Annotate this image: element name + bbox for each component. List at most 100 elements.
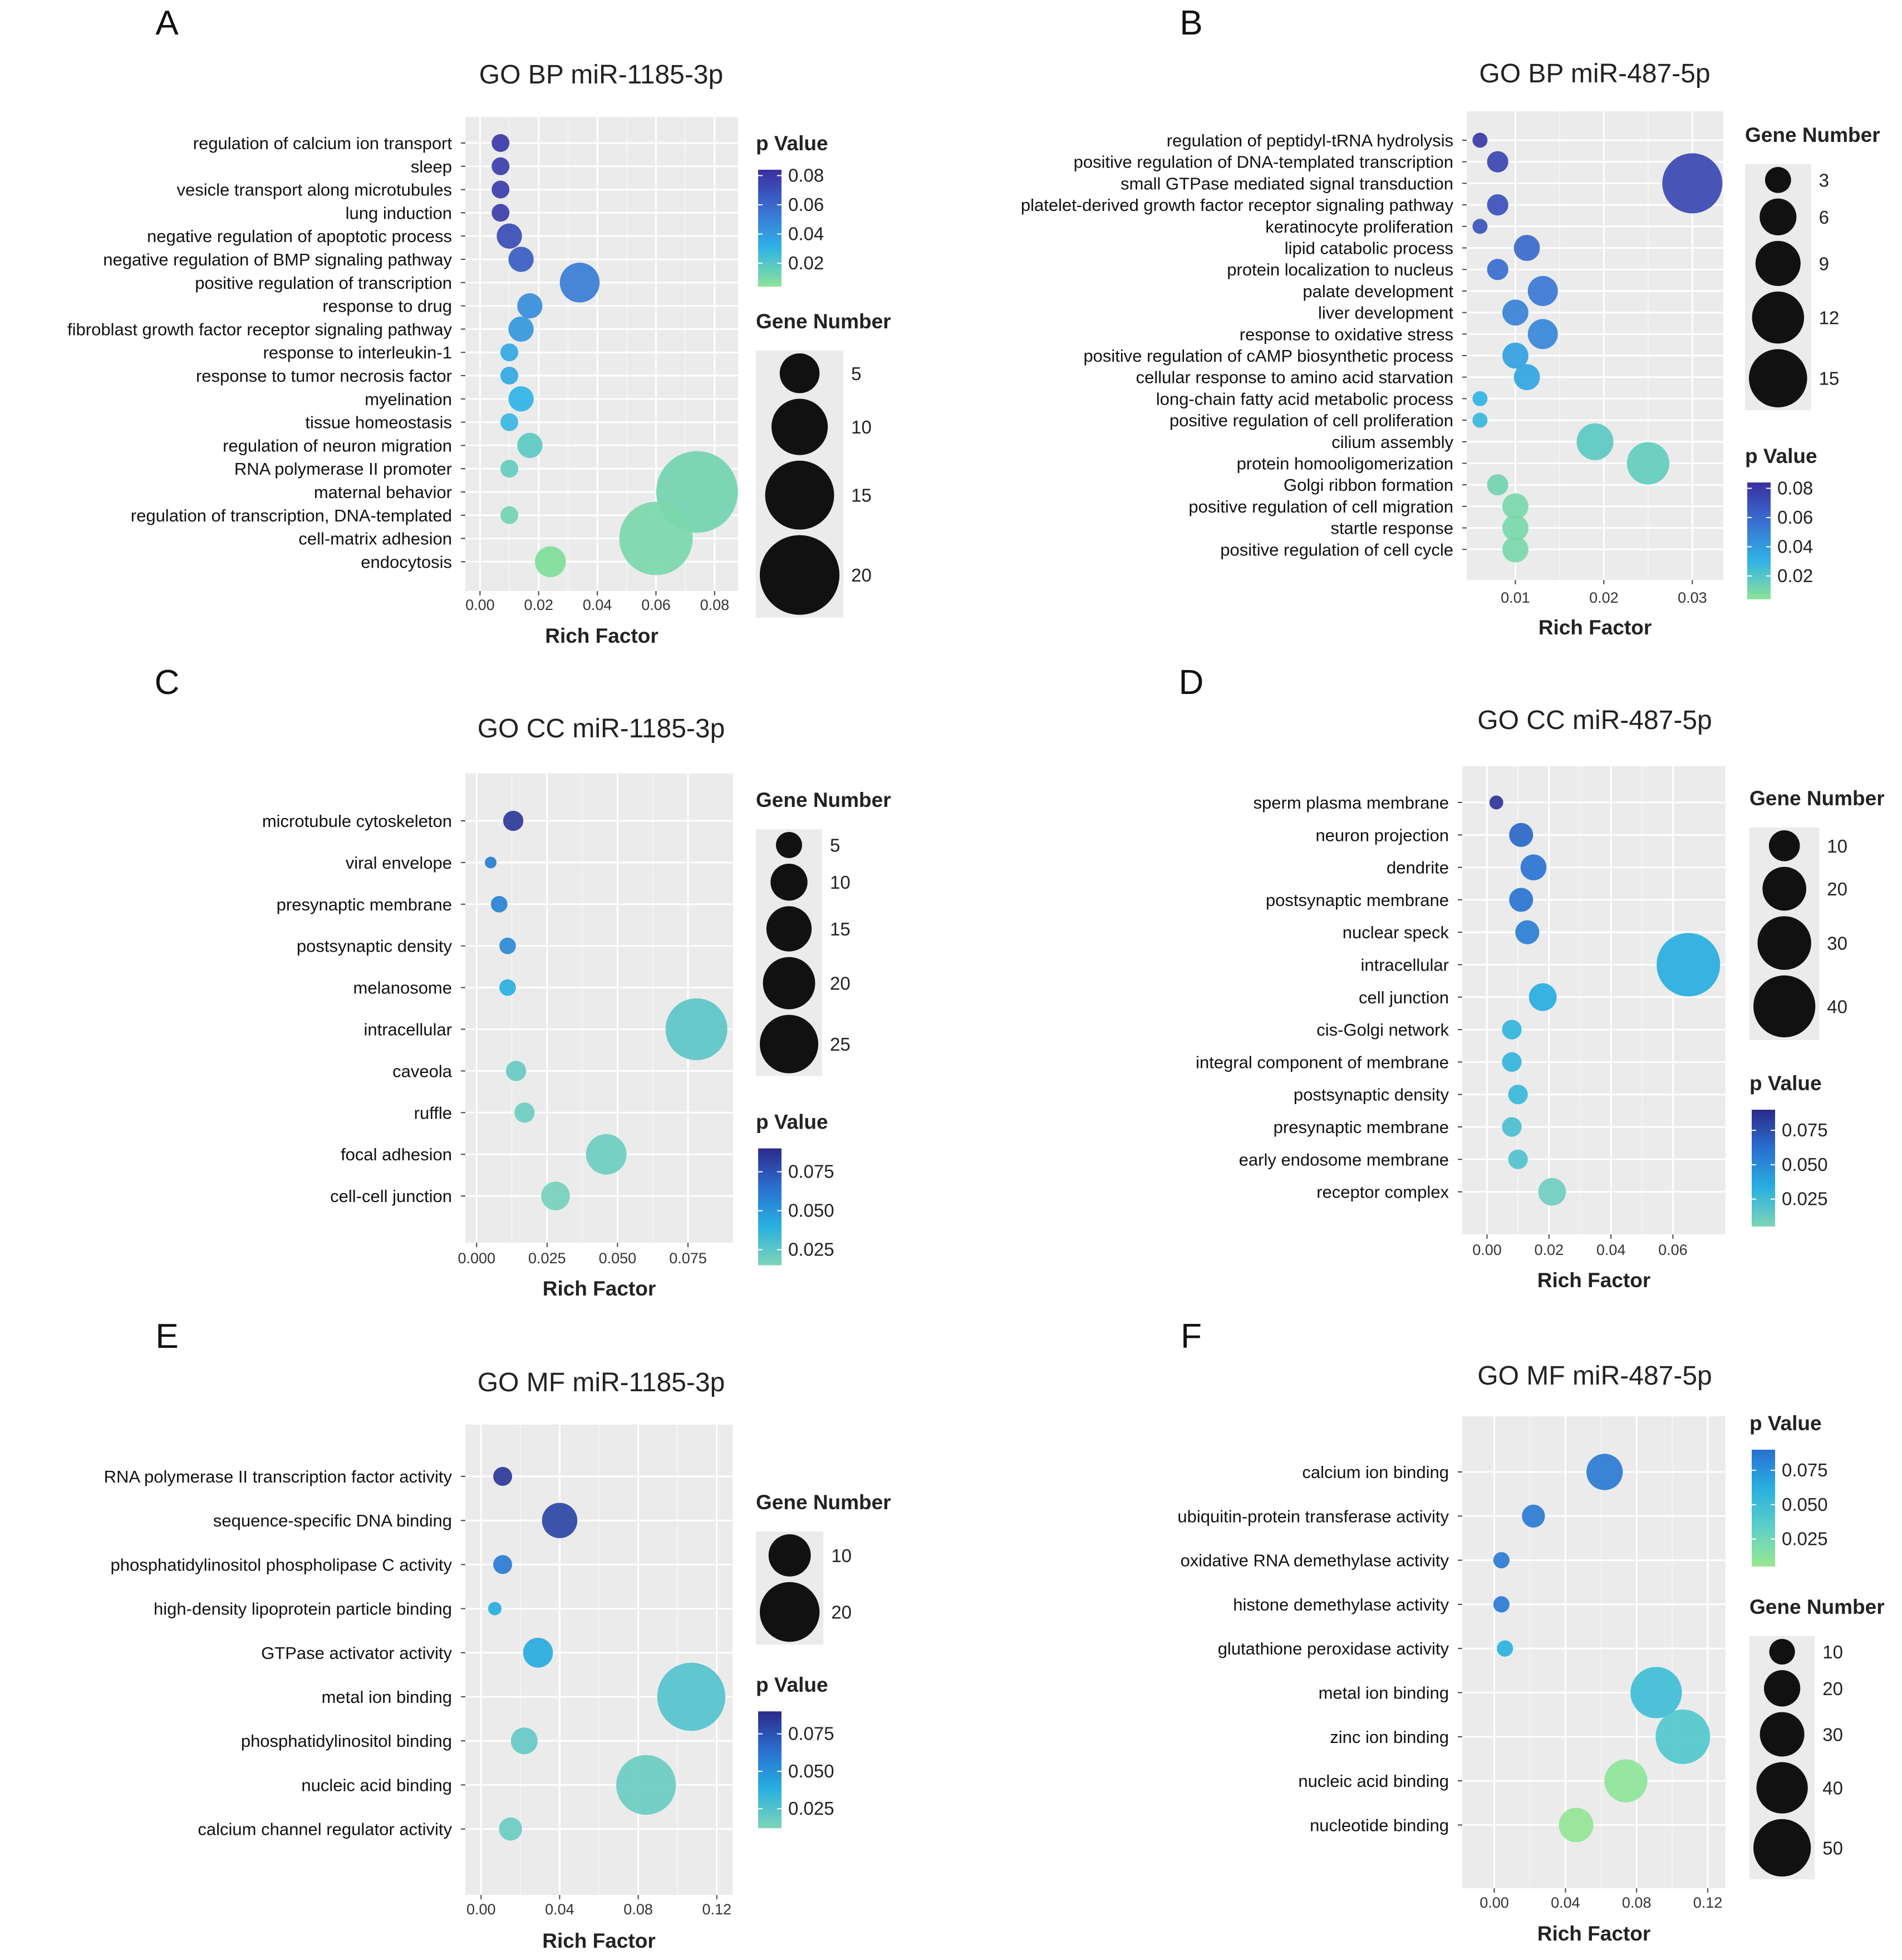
y-category-label: positive regulation of transcription xyxy=(195,273,452,293)
x-axis-label: Rich Factor xyxy=(1537,1269,1651,1292)
y-category-label: tissue homeostasis xyxy=(305,413,452,432)
y-category-label: small GTPase mediated signal transductio… xyxy=(1120,174,1453,193)
data-point xyxy=(517,432,543,459)
x-tick-label: 0.02 xyxy=(1535,1242,1564,1258)
x-tick-label: 0.00 xyxy=(465,597,495,613)
data-point xyxy=(1662,153,1723,214)
y-category-label: early endosome membrane xyxy=(1239,1150,1449,1169)
y-category-label: negative regulation of apoptotic process xyxy=(147,226,452,246)
pvalue-legend-label: 0.050 xyxy=(1782,1494,1828,1515)
chart-title: GO CC miR-487-5p xyxy=(1477,706,1712,735)
pvalue-legend-label: 0.06 xyxy=(788,194,824,215)
gene-number-legend-label: 30 xyxy=(1822,1724,1843,1745)
y-category-label: melanosome xyxy=(353,978,452,998)
data-point xyxy=(1513,235,1540,261)
x-axis-label: Rich Factor xyxy=(1539,616,1652,639)
data-point xyxy=(492,157,510,175)
data-point xyxy=(508,316,534,342)
panel-a: A GO BP miR-1185-3p 0.00 0.02 0.04 0.06 0.08 re… xyxy=(0,0,946,651)
gene-number-legend-title: Gene Number xyxy=(1749,1595,1885,1618)
data-point xyxy=(1538,1178,1566,1206)
y-category-label: metal ion binding xyxy=(322,1687,452,1707)
data-point xyxy=(1502,1052,1522,1072)
gene-number-legend-dot xyxy=(771,398,828,455)
data-point xyxy=(1502,515,1529,541)
gene-number-legend-dot xyxy=(1756,1762,1808,1814)
pvalue-legend-label: 0.075 xyxy=(1782,1460,1828,1480)
y-category-label: cellular response to amino acid starvati… xyxy=(1136,368,1453,387)
gene-number-legend-dot xyxy=(1763,1670,1801,1707)
pvalue-colorbar xyxy=(758,1711,782,1829)
y-category-label: startle response xyxy=(1330,519,1453,538)
y-category-label: postsynaptic membrane xyxy=(1266,890,1449,910)
y-category-label: high-density lipoprotein particle bindin… xyxy=(154,1599,452,1619)
x-tick-label: 0.08 xyxy=(623,1901,653,1918)
data-point xyxy=(499,937,516,954)
x-tick-label: 0.025 xyxy=(528,1250,566,1267)
y-category-label: regulation of transcription, DNA-templat… xyxy=(131,506,452,525)
data-point xyxy=(503,810,524,831)
gene-number-legend-dot xyxy=(779,353,820,393)
y-category-label: microtubule cytoskeleton xyxy=(262,811,452,831)
pvalue-legend-label: 0.08 xyxy=(1777,478,1813,499)
data-point xyxy=(1657,933,1721,997)
data-point xyxy=(1493,1596,1510,1613)
y-category-label: cell junction xyxy=(1359,988,1449,1007)
panel-letter: E xyxy=(155,1317,178,1356)
y-category-label: nuclear speck xyxy=(1343,923,1449,942)
x-tick-label: 0.04 xyxy=(545,1901,574,1918)
gene-number-legend-label: 50 xyxy=(1822,1838,1843,1858)
pvalue-legend-label: 0.02 xyxy=(1777,565,1813,586)
y-category-label: nucleic acid binding xyxy=(301,1775,452,1795)
data-point xyxy=(1529,983,1557,1011)
pvalue-colorbar xyxy=(758,170,782,287)
x-tick-label: 0.06 xyxy=(641,597,671,613)
x-tick-label: 0.08 xyxy=(1622,1894,1652,1911)
x-tick-label: 0.04 xyxy=(1551,1894,1580,1911)
gene-number-legend-label: 20 xyxy=(851,565,872,585)
gene-number-legend-label: 40 xyxy=(1822,1778,1843,1799)
y-category-label: receptor complex xyxy=(1316,1183,1449,1202)
panel-letter: F xyxy=(1181,1317,1202,1356)
gene-number-legend-dot xyxy=(776,832,802,858)
y-category-label: intracellular xyxy=(363,1020,452,1040)
x-tick-label: 0.00 xyxy=(466,1901,496,1918)
pvalue-legend-label: 0.075 xyxy=(1782,1120,1828,1140)
x-tick-label: 0.04 xyxy=(1596,1242,1626,1258)
panel-f: F GO MF miR-487-5p 0.00 0.04 0.08 0.12 calcium… xyxy=(952,1313,1898,1960)
x-tick-label: 0.03 xyxy=(1678,589,1707,606)
y-category-label: lung induction xyxy=(346,203,452,223)
data-point xyxy=(500,343,519,362)
data-point xyxy=(1513,364,1540,391)
data-point xyxy=(517,293,543,319)
x-tick-label: 0.06 xyxy=(1658,1242,1688,1258)
gene-number-legend-label: 10 xyxy=(1822,1642,1843,1662)
data-point xyxy=(1515,920,1540,944)
y-category-label: keratinocyte proliferation xyxy=(1265,217,1453,237)
gene-number-legend-label: 10 xyxy=(831,1545,852,1566)
data-point xyxy=(1509,823,1534,847)
pvalue-legend-title: p Value xyxy=(756,1673,828,1696)
gene-number-legend-label: 20 xyxy=(1822,1678,1843,1699)
y-category-label: presynaptic membrane xyxy=(1274,1117,1449,1137)
x-axis-label: Rich Factor xyxy=(1537,1922,1651,1945)
y-category-label: histone demethylase activity xyxy=(1233,1595,1449,1614)
y-category-label: regulation of neuron migration xyxy=(223,436,452,455)
y-category-label: liver development xyxy=(1318,303,1453,323)
data-point xyxy=(508,247,534,272)
y-category-label: positive regulation of DNA-templated tra… xyxy=(1074,152,1453,172)
y-category-label: fibroblast growth factor receptor signal… xyxy=(67,319,452,339)
y-category-label: phosphatidylinositol phospholipase C act… xyxy=(111,1555,453,1574)
pvalue-legend-title: p Value xyxy=(1745,445,1817,467)
data-point xyxy=(497,223,522,249)
y-category-label: Golgi ribbon formation xyxy=(1284,475,1453,495)
data-point xyxy=(1472,391,1488,406)
gene-number-legend-dot xyxy=(1762,866,1807,911)
data-point xyxy=(1508,1085,1528,1105)
y-category-label: RNA polymerase II transcription factor a… xyxy=(104,1467,453,1486)
y-category-label: integral component of membrane xyxy=(1196,1052,1449,1072)
chart-title: GO BP miR-487-5p xyxy=(1479,59,1710,88)
y-category-label: cis-Golgi network xyxy=(1316,1020,1449,1040)
pvalue-legend-label: 0.050 xyxy=(1782,1154,1828,1175)
data-point xyxy=(1472,412,1488,428)
